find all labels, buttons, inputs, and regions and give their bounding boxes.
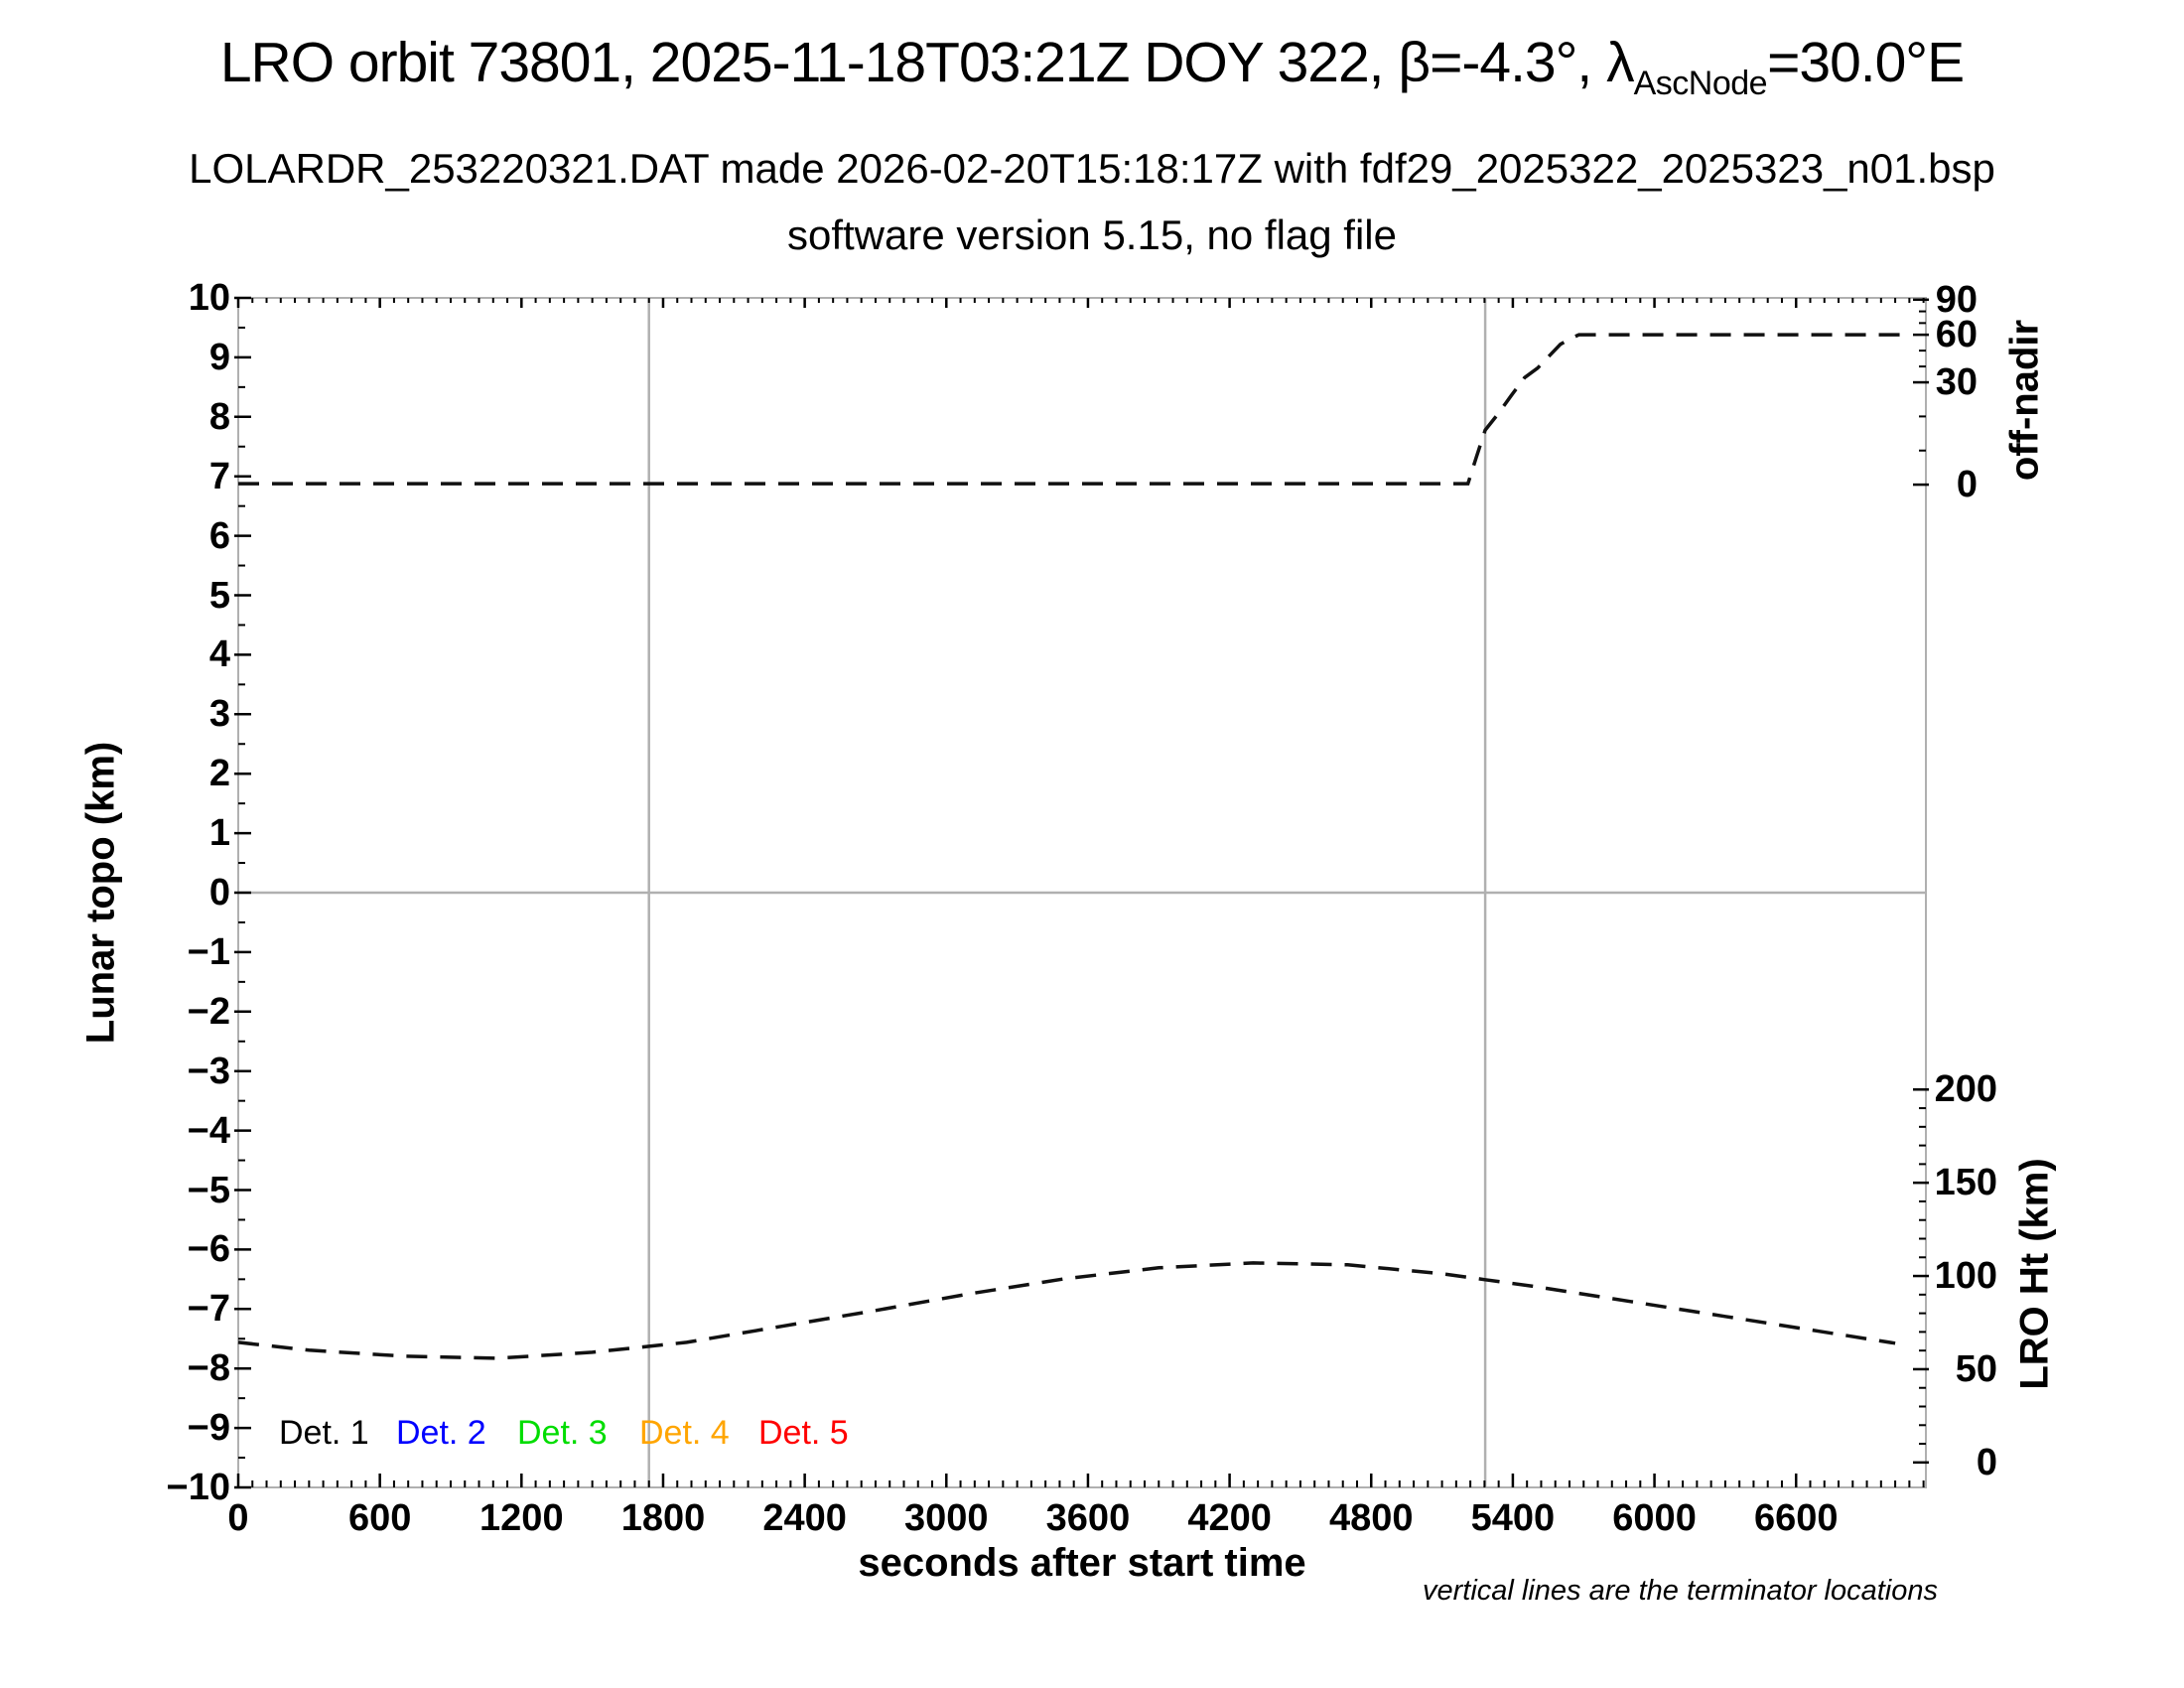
y-left-tick-label--2: −2: [187, 990, 230, 1033]
y-left-tick-label--3: −3: [187, 1050, 230, 1092]
x-tick-label-6600: 6600: [1753, 1497, 1839, 1539]
legend-item-det-4: Det. 4: [639, 1414, 730, 1453]
lro-ht-tick-label-0: 0: [1976, 1441, 1997, 1483]
x-axis-label: seconds after start time: [858, 1541, 1306, 1585]
y-left-tick-label--1: −1: [187, 930, 230, 973]
y-left-tick-label--4: −4: [187, 1109, 230, 1152]
plot-title: LRO orbit 73801, 2025-11-18T03:21Z DOY 3…: [0, 30, 2184, 103]
lro-ht-tick-label-150: 150: [1934, 1162, 1997, 1204]
legend-item-det-1: Det. 1: [279, 1414, 369, 1453]
x-tick-label-6000: 6000: [1612, 1497, 1697, 1539]
lro-ht-tick-label-100: 100: [1934, 1255, 1997, 1298]
lro-height-curve: [237, 1261, 1896, 1360]
y-left-tick-label-2: 2: [208, 753, 230, 795]
plot-title-lambda-subscript: AscNode: [1633, 65, 1768, 102]
lro-ht-tick-label-50: 50: [1955, 1347, 1997, 1390]
y-left-tick-label-6: 6: [208, 514, 230, 557]
plot-title-main: LRO orbit 73801, 2025-11-18T03:21Z DOY 3…: [219, 31, 1635, 94]
y-left-tick-label-9: 9: [208, 336, 230, 378]
y-left-tick-label-10: 10: [188, 277, 230, 319]
off-nadir-tick-label-30: 30: [1935, 361, 1978, 404]
plot-subtitle-file: LOLARDR_253220321.DAT made 2026-02-20T15…: [189, 145, 1995, 192]
legend-item-label: Det. 5: [758, 1414, 849, 1452]
y-left-tick-label--8: −8: [187, 1347, 230, 1390]
legend-item-det-2: Det. 2: [396, 1414, 486, 1453]
x-tick-label-3600: 3600: [1045, 1497, 1131, 1539]
y-left-tick-label--10: −10: [166, 1467, 230, 1508]
off-nadir-curve: [238, 333, 1910, 486]
off-nadir-tick-label-90: 90: [1935, 278, 1978, 321]
x-tick-label-600: 600: [347, 1497, 412, 1539]
legend-item-label: Det. 2: [396, 1414, 486, 1452]
legend-item-det-5: Det. 5: [758, 1414, 849, 1453]
y-left-tick-label--5: −5: [187, 1169, 230, 1211]
lro-ht-tick-label-200: 200: [1934, 1068, 1997, 1111]
x-tick-label-4800: 4800: [1328, 1497, 1414, 1539]
y-left-tick-label-5: 5: [208, 574, 230, 617]
y-left-tick-label-1: 1: [208, 812, 230, 855]
y-axis-label-lunar-topo: Lunar topo (km): [78, 741, 123, 1045]
y-left-tick-label--6: −6: [187, 1228, 230, 1271]
y-left-tick-label-7: 7: [208, 455, 230, 497]
legend-item-label: Det. 4: [639, 1414, 730, 1452]
x-tick-label-0: 0: [227, 1497, 249, 1539]
x-tick-label-5400: 5400: [1470, 1497, 1556, 1539]
x-tick-label-4200: 4200: [1187, 1497, 1272, 1539]
x-tick-label-2400: 2400: [762, 1497, 847, 1539]
legend-item-det-3: Det. 3: [517, 1414, 608, 1453]
y-left-tick-label-8: 8: [208, 395, 230, 438]
legend-item-label: Det. 3: [517, 1414, 608, 1452]
y-left-tick-label-0: 0: [208, 872, 230, 914]
y-left-tick-label--7: −7: [187, 1288, 230, 1331]
plot-subtitle-version: software version 5.15, no flag file: [786, 211, 1397, 258]
legend-item-label: Det. 1: [279, 1414, 369, 1452]
terminator-footnote: vertical lines are the terminator locati…: [1422, 1575, 1938, 1607]
y-axis-label-lro-ht: LRO Ht (km): [2012, 1158, 2057, 1390]
x-tick-label-1200: 1200: [479, 1497, 564, 1539]
y-left-tick-label-3: 3: [208, 693, 230, 736]
x-tick-label-3000: 3000: [904, 1497, 989, 1539]
y-left-tick-label--9: −9: [187, 1407, 230, 1450]
y-left-tick-label-4: 4: [208, 633, 230, 676]
plot-title-suffix: =30.0°E: [1767, 31, 1965, 94]
y-axis-label-off-nadir: off-nadir: [2002, 319, 2047, 482]
off-nadir-tick-label-60: 60: [1935, 314, 1978, 356]
x-tick-label-1800: 1800: [620, 1497, 706, 1539]
off-nadir-tick-label-0: 0: [1956, 464, 1978, 506]
